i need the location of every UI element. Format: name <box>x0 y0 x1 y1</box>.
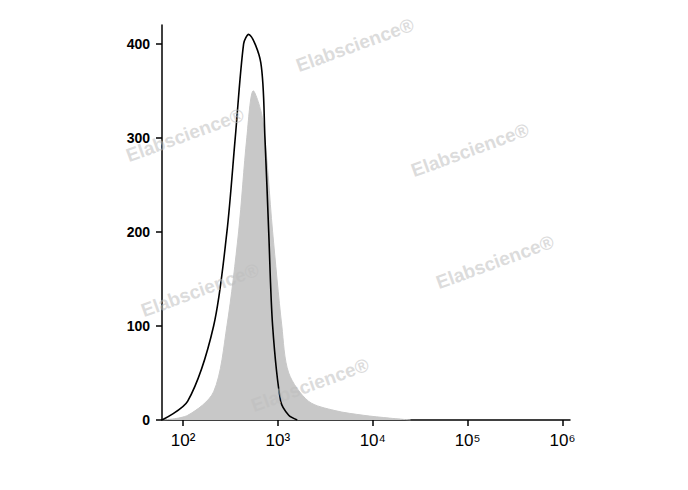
svg-text:10⁵: 10⁵ <box>455 431 481 450</box>
svg-text:200: 200 <box>127 224 151 240</box>
svg-text:10³: 10³ <box>266 431 291 450</box>
svg-text:0: 0 <box>142 412 150 428</box>
svg-text:Elabscience®: Elabscience® <box>123 104 247 166</box>
svg-text:Elabscience®: Elabscience® <box>248 354 372 416</box>
svg-text:10²: 10² <box>171 431 196 450</box>
svg-text:400: 400 <box>127 36 151 52</box>
svg-text:10⁶: 10⁶ <box>550 431 576 450</box>
svg-text:Elabscience®: Elabscience® <box>138 259 262 321</box>
svg-text:Elabscience®: Elabscience® <box>293 14 417 76</box>
svg-text:10⁴: 10⁴ <box>360 431 386 450</box>
svg-text:Elabscience®: Elabscience® <box>408 119 532 181</box>
svg-text:100: 100 <box>126 318 150 334</box>
svg-text:Elabscience®: Elabscience® <box>433 231 557 293</box>
